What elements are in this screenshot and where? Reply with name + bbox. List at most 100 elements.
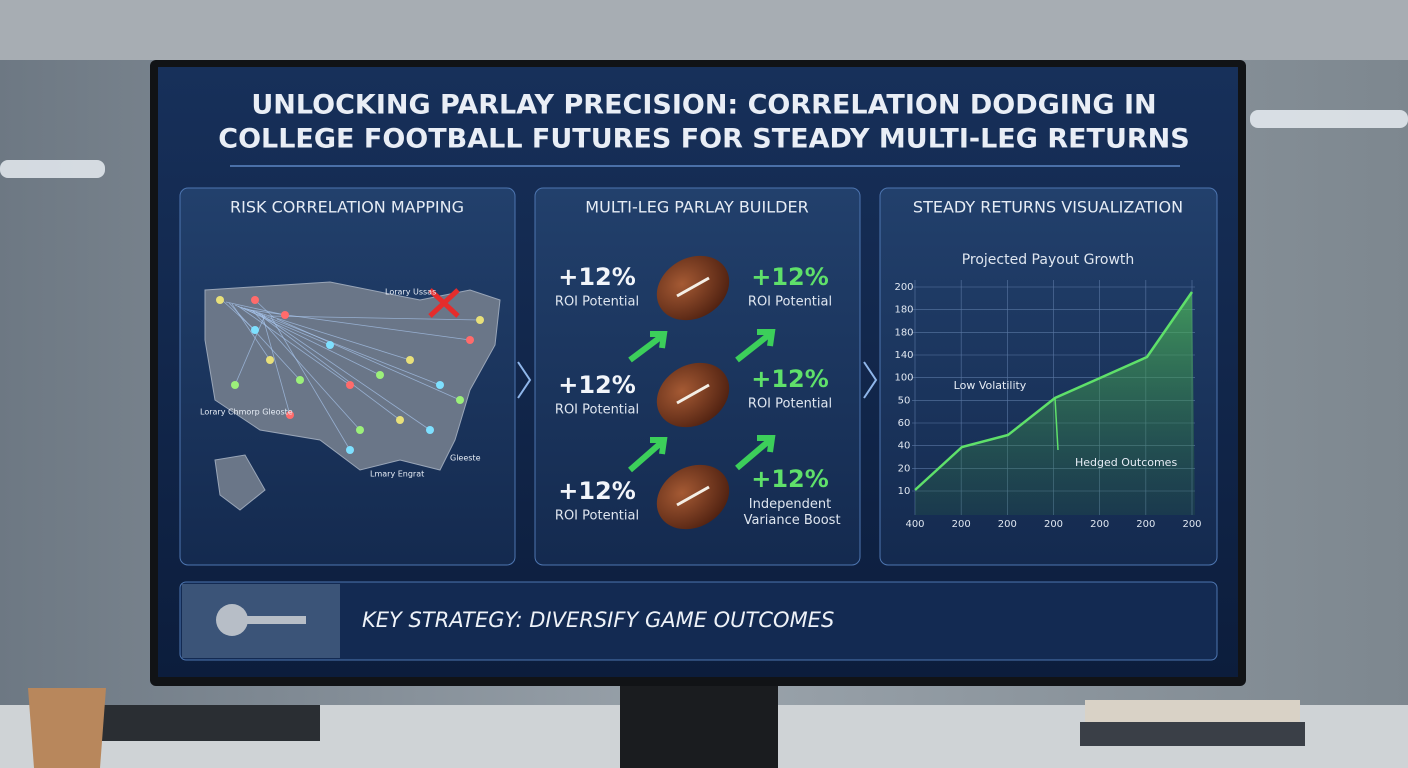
roi-caption: ROI Potential xyxy=(555,509,639,524)
alaska xyxy=(214,454,266,511)
connection xyxy=(234,314,266,386)
football-lace xyxy=(676,485,710,507)
panel-heading: STEADY RETURNS VISUALIZATION xyxy=(913,198,1183,217)
panel-heading: MULTI-LEG PARLAY BUILDER xyxy=(585,198,808,217)
y-tick-label: 40 xyxy=(898,441,911,452)
team-node xyxy=(296,376,304,384)
x-tick-label: 400 xyxy=(905,519,924,530)
annotation: Hedged Outcomes xyxy=(1075,456,1177,469)
title: UNLOCKING PARLAY PRECISION: CORRELATION … xyxy=(251,90,1156,121)
football-lace xyxy=(676,383,710,405)
notebook xyxy=(100,705,320,741)
arrow xyxy=(628,331,668,363)
arrow xyxy=(735,435,776,471)
roi-caption: ROI Potential xyxy=(748,397,832,412)
x-tick-label: 200 xyxy=(1090,519,1109,530)
y-tick-label: 10 xyxy=(898,486,911,497)
coffee-cup xyxy=(28,688,106,768)
x-mark xyxy=(428,288,460,318)
team-node xyxy=(281,311,289,319)
y-tick-label: 180 xyxy=(894,327,913,338)
connection xyxy=(255,311,401,421)
x-tick-label: 200 xyxy=(998,519,1017,530)
chart-title: Projected Payout Growth xyxy=(962,252,1135,268)
team-node xyxy=(251,296,259,304)
x-tick-label: 200 xyxy=(1044,519,1063,530)
annotation: Low Volatility xyxy=(954,379,1027,392)
connection xyxy=(258,312,431,431)
map-label: Lorary Chmorp Gleoste xyxy=(200,408,293,417)
connection xyxy=(246,308,441,386)
x-tick-label: 200 xyxy=(1136,519,1155,530)
books xyxy=(1085,700,1300,722)
team-node xyxy=(376,371,384,379)
team-node xyxy=(216,296,224,304)
ceiling xyxy=(0,0,1408,60)
x-tick-label: 200 xyxy=(952,519,971,530)
connection xyxy=(276,318,461,401)
roi-value: +12% xyxy=(751,465,829,493)
team-node xyxy=(286,411,294,419)
team-node xyxy=(406,356,414,364)
title: COLLEGE FOOTBALL FUTURES FOR STEADY MULT… xyxy=(218,124,1189,155)
roi-value: +12% xyxy=(751,263,829,291)
connection xyxy=(267,315,481,321)
y-tick-label: 180 xyxy=(894,305,913,316)
monitor-stand xyxy=(620,684,778,768)
y-tick-label: 50 xyxy=(898,395,911,406)
roi-caption: ROI Potential xyxy=(748,295,832,310)
chart xyxy=(912,280,1195,515)
team-node xyxy=(426,426,434,434)
map-label: Gleeste xyxy=(450,454,481,463)
team-node xyxy=(326,341,334,349)
team-node xyxy=(356,426,364,434)
footer-bar xyxy=(179,581,1218,661)
connection xyxy=(225,301,286,316)
team-node xyxy=(251,326,259,334)
light xyxy=(1250,110,1408,128)
map-label: Lorary Ussas xyxy=(385,288,436,297)
team-node xyxy=(436,381,444,389)
connector xyxy=(863,361,878,399)
y-tick-label: 60 xyxy=(898,418,911,429)
books xyxy=(1080,722,1305,746)
roi-caption: ROI Potential xyxy=(555,403,639,418)
team-node xyxy=(346,381,354,389)
connection xyxy=(237,305,351,386)
panel-heading: RISK CORRELATION MAPPING xyxy=(230,198,464,217)
roi-caption: Independent Variance Boost xyxy=(739,497,840,528)
roi-value: +12% xyxy=(558,477,636,505)
connection xyxy=(252,310,361,431)
roi-value: +12% xyxy=(751,365,829,393)
network xyxy=(216,296,484,454)
connection xyxy=(270,316,351,451)
connector xyxy=(517,361,532,399)
y-tick-label: 200 xyxy=(894,282,913,293)
connection xyxy=(228,302,301,381)
y-tick-label: 100 xyxy=(894,373,913,384)
light xyxy=(0,160,105,178)
team-node xyxy=(346,446,354,454)
team-node xyxy=(456,396,464,404)
map-label: Lmary Engrat xyxy=(370,470,424,479)
connection xyxy=(254,299,275,319)
football-lace xyxy=(676,276,710,298)
footer-text: KEY STRATEGY: DIVERSIFY GAME OUTCOMES xyxy=(362,608,834,632)
roi-value: +12% xyxy=(558,263,636,291)
arrow xyxy=(628,437,668,473)
team-node xyxy=(396,416,404,424)
connection xyxy=(231,303,271,361)
annotation-line xyxy=(1054,397,1059,451)
x-tick-label: 200 xyxy=(1182,519,1201,530)
key-icon xyxy=(216,604,248,636)
y-tick-label: 140 xyxy=(894,350,913,361)
team-node xyxy=(266,356,274,364)
y-tick-label: 20 xyxy=(898,463,911,474)
roi-caption: ROI Potential xyxy=(555,295,639,310)
team-node xyxy=(231,381,239,389)
connection xyxy=(261,313,291,416)
team-node xyxy=(476,316,484,324)
connection xyxy=(243,307,411,361)
